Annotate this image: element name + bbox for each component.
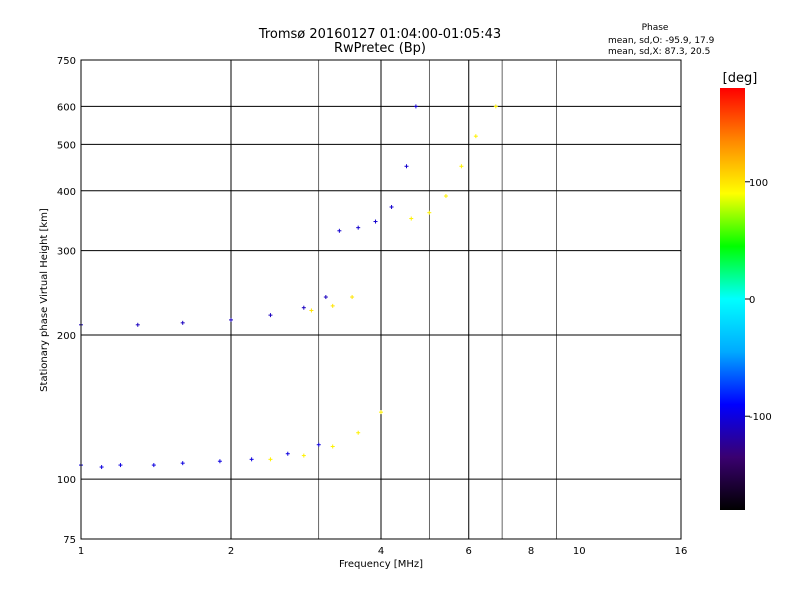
plot-frame [80, 59, 682, 540]
y-tick-label: 100 [57, 475, 76, 486]
y-tick-label: 300 [57, 247, 76, 258]
y-tick-label: 400 [57, 187, 76, 198]
chart-title: Tromsø 20160127 01:04:00-01:05:43 [258, 27, 501, 42]
x-tick-label: 10 [573, 546, 586, 557]
y-tick-label: 750 [57, 56, 76, 67]
colorbar-ticks: 100 0 -100 [745, 178, 772, 423]
y-axis-ticks: 75 100 200 300 400 500 600 750 [57, 56, 76, 546]
colorbar-label: [deg] [723, 71, 758, 86]
x-tick-label: 2 [228, 546, 234, 557]
grid [81, 60, 681, 539]
x-axis-label: Frequency [MHz] [339, 559, 423, 570]
colorbar [720, 88, 745, 510]
colorbar-tick-label: 0 [749, 295, 755, 306]
x-tick-label: 6 [466, 546, 472, 557]
colorbar-tick-label: -100 [749, 412, 772, 423]
y-tick-label: 500 [57, 140, 76, 151]
y-tick-label: 75 [63, 535, 76, 546]
phase-heading: Phase [642, 23, 669, 33]
y-tick-label: 200 [57, 331, 76, 342]
data-points [79, 104, 498, 470]
x-tick-label: 16 [675, 546, 688, 557]
phase-stats-x: mean, sd,X: 87.3, 20.5 [608, 47, 710, 57]
y-axis-label: Stationary phase Virtual Height [km] [39, 208, 50, 392]
chart-subtitle: RwPretec (Bp) [334, 41, 426, 56]
x-tick-label: 4 [378, 546, 384, 557]
phase-stats-o: mean, sd,O: -95.9, 17.9 [608, 36, 715, 46]
x-tick-label: 1 [78, 546, 84, 557]
x-axis-ticks: 1 2 4 6 8 10 16 [78, 546, 688, 557]
x-tick-label: 8 [528, 546, 534, 557]
y-tick-label: 600 [57, 102, 76, 113]
colorbar-tick-label: 100 [749, 178, 768, 189]
